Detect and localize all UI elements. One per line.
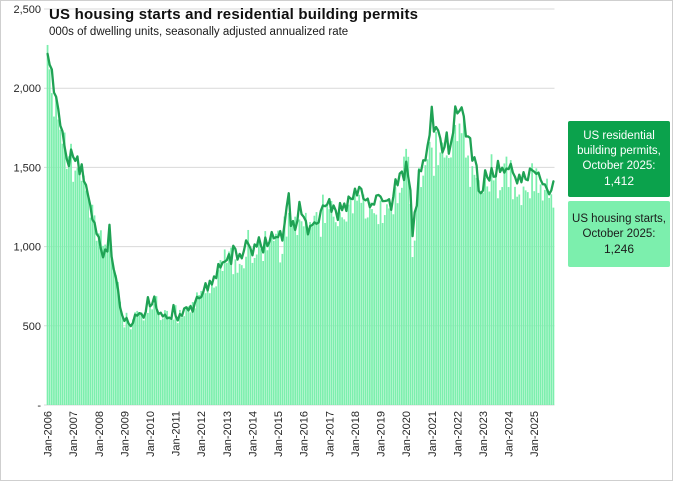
- x-tick-label: Jan-2019: [376, 411, 388, 457]
- x-tick-label: Jan-2009: [119, 411, 131, 457]
- legend-permits-value: 1,412: [603, 174, 635, 188]
- x-tick-label: Jan-2020: [401, 411, 413, 457]
- legend-starts-label: US housing starts, October 2025:: [572, 212, 666, 240]
- x-tick-label: Jan-2010: [145, 411, 157, 457]
- x-axis-labels: Jan-2006 Jan-2007 Jan-2008 Jan-2009 Jan-2010…: [43, 411, 542, 457]
- x-tick-label: Jan-2006: [43, 411, 55, 457]
- y-tick-label: 2,500: [13, 4, 41, 16]
- y-tick-label: 1,500: [13, 162, 41, 174]
- chart-subtitle: 000s of dwelling units, seasonally adjus…: [49, 26, 349, 38]
- legend-permits-box: US residential building permits, October…: [568, 121, 670, 197]
- x-tick-label: Jan-2014: [247, 411, 259, 457]
- x-tick-label: Jan-2007: [68, 411, 80, 457]
- x-tick-label: Jan-2011: [171, 411, 183, 456]
- x-tick-label: Jan-2015: [273, 411, 285, 457]
- x-tick-label: Jan-2017: [324, 411, 336, 457]
- x-tick-label: Jan-2022: [452, 411, 464, 457]
- building-permits-line: [46, 52, 555, 328]
- chart-title: US housing starts and residential buildi…: [49, 6, 419, 23]
- legend-permits-label: US residential building permits, October…: [577, 130, 661, 172]
- x-tick-label: Jan-2025: [529, 411, 541, 457]
- x-tick-label: Jan-2012: [196, 411, 208, 457]
- y-axis-labels: - 500 1,000 1,500 2,000 2,500: [13, 4, 41, 412]
- y-tick-label: 1,000: [13, 242, 41, 254]
- legend-starts-box: US housing starts, October 2025: 1,246: [568, 201, 670, 267]
- y-tick-label: -: [37, 400, 41, 412]
- legend-starts-value: 1,246: [603, 241, 635, 256]
- x-tick-label: Jan-2013: [222, 411, 234, 457]
- y-tick-label: 2,000: [13, 83, 41, 95]
- x-tick-label: Jan-2018: [350, 411, 362, 457]
- x-tick-label: Jan-2016: [299, 411, 311, 457]
- x-tick-label: Jan-2023: [478, 411, 490, 457]
- x-tick-label: Jan-2021: [427, 411, 439, 457]
- y-tick-label: 500: [23, 321, 41, 333]
- housing-starts-bars: [46, 44, 555, 406]
- x-tick-label: Jan-2024: [504, 411, 516, 457]
- x-tick-label: Jan-2008: [94, 411, 106, 457]
